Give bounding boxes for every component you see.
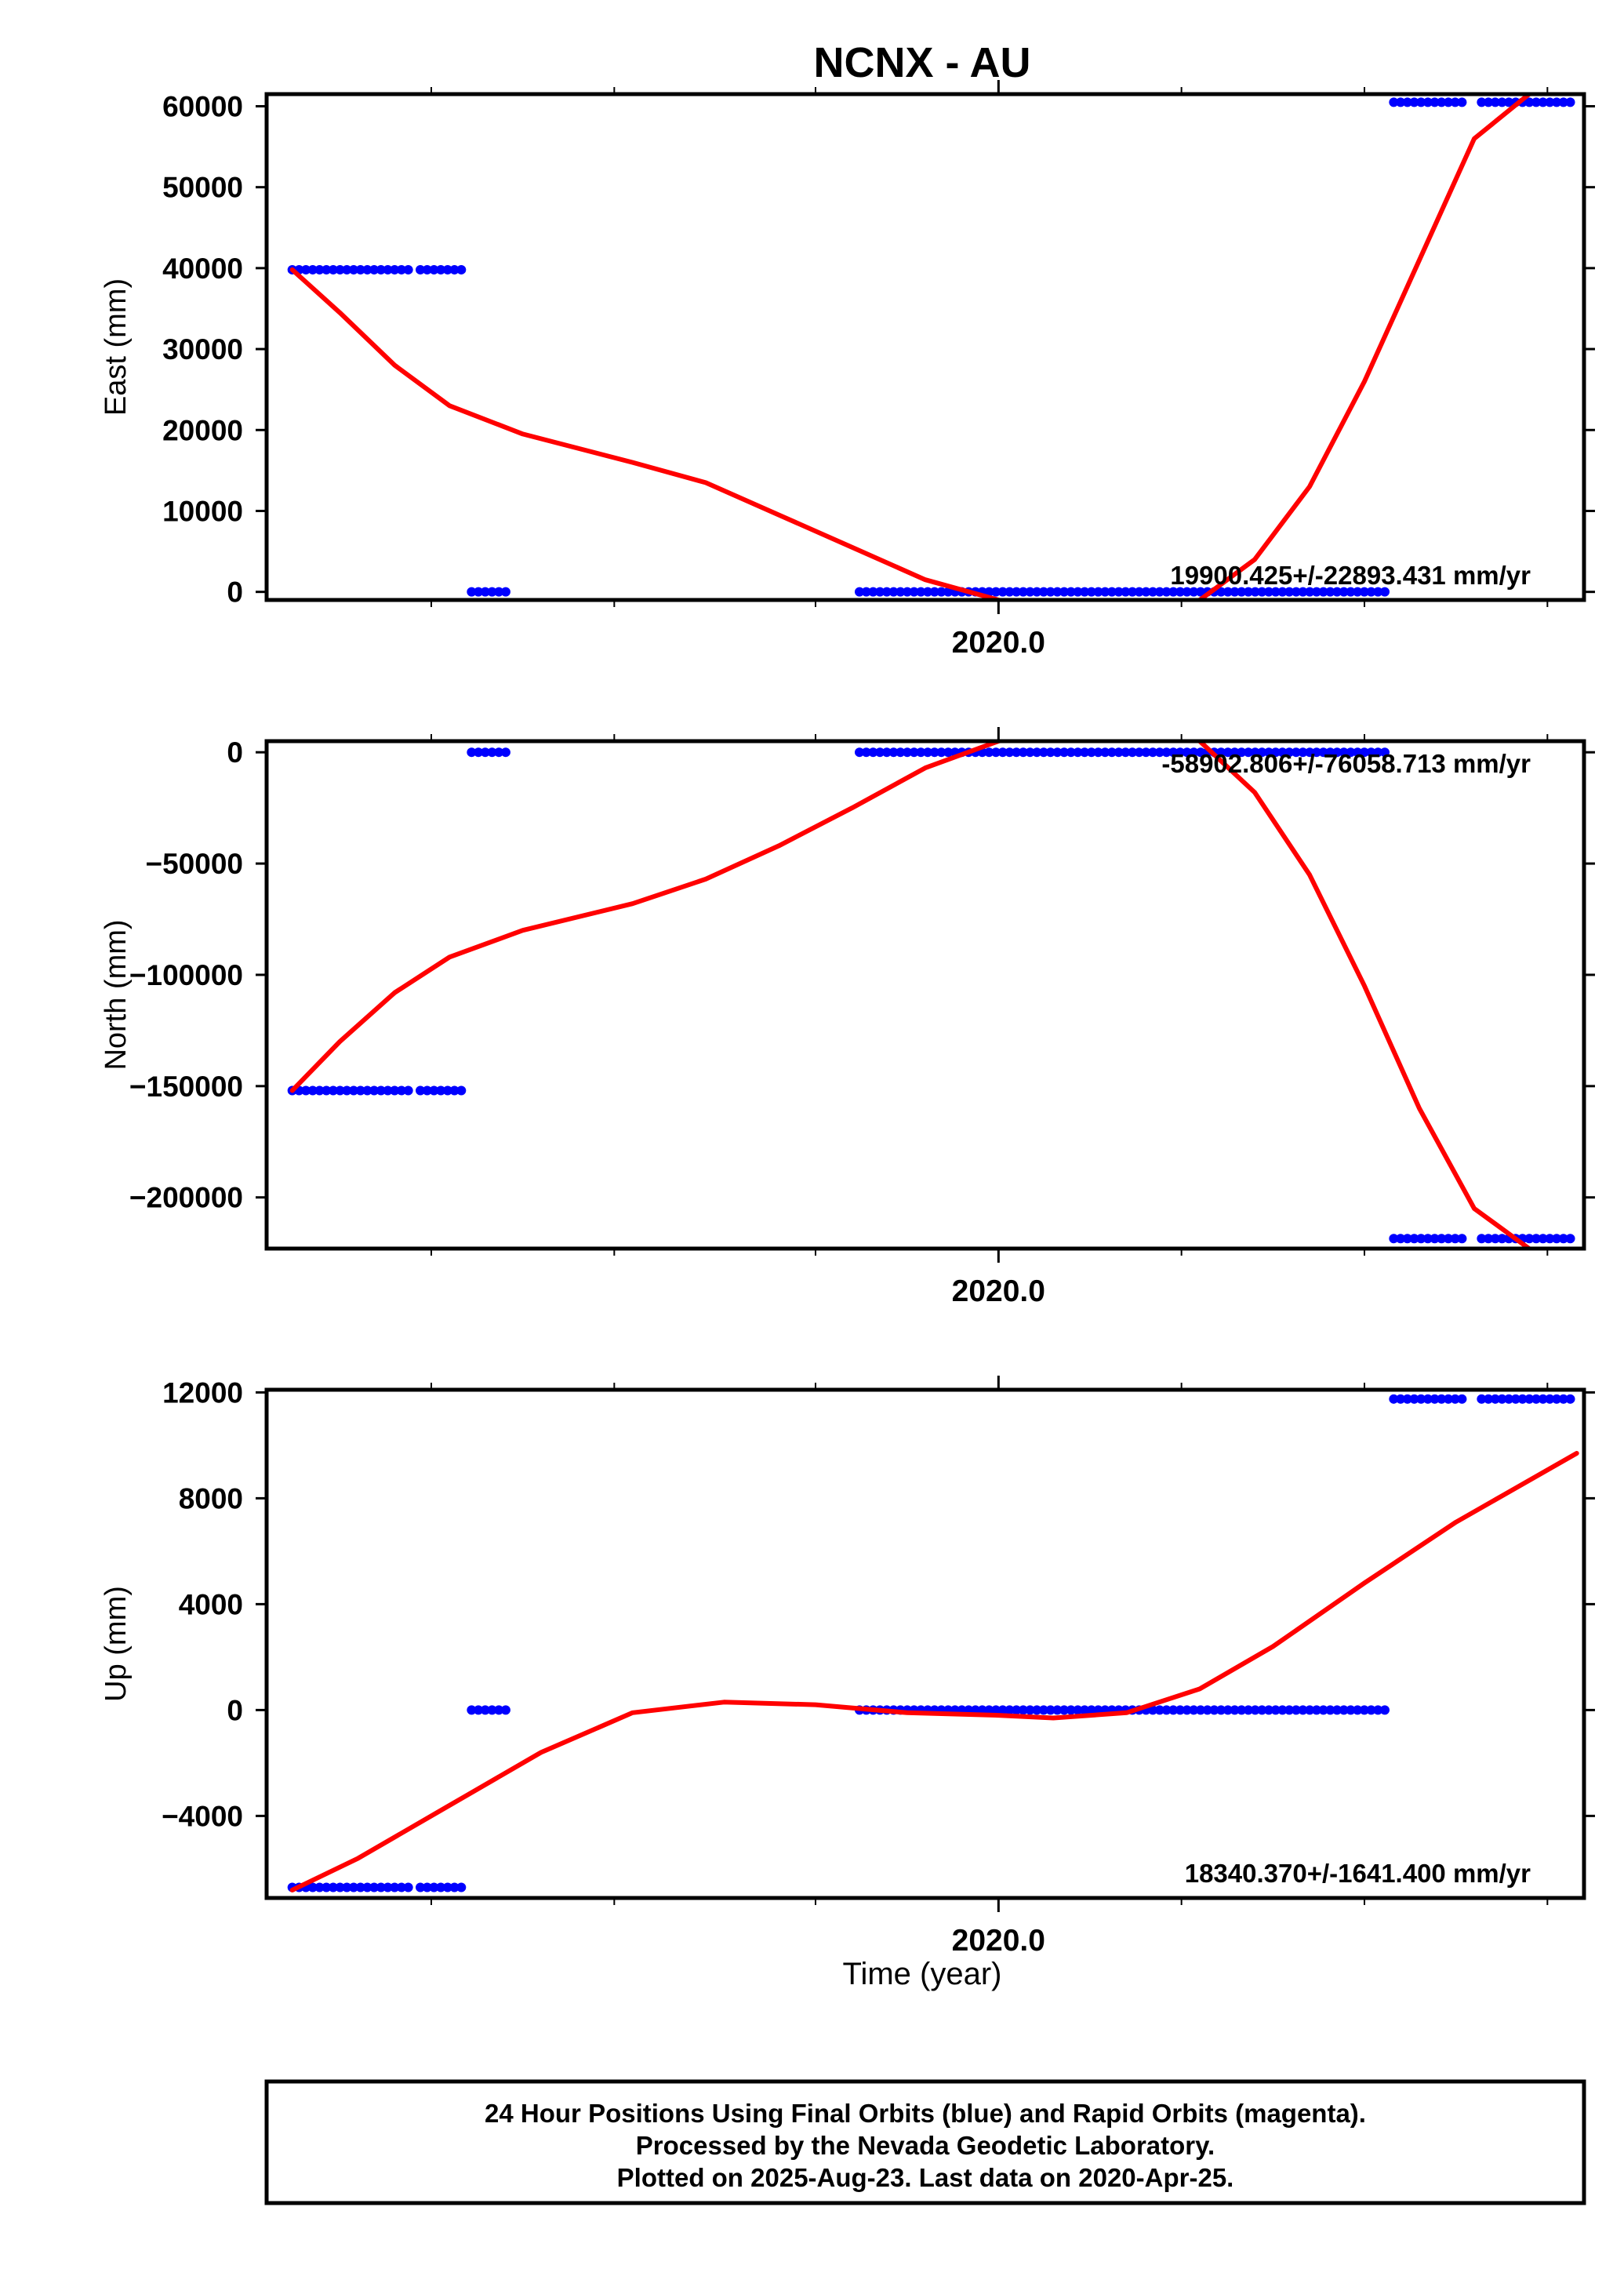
plot-area — [267, 94, 1584, 600]
y-axis-label: East (mm) — [100, 278, 133, 416]
east-panel: 0 10000 20000 30000 40000 50000 60000 2020.0 Eas… — [100, 80, 1595, 660]
model-fit-line — [289, 741, 1531, 1249]
y-tick-label: 10000 — [162, 495, 243, 527]
y-tick-label: 0 — [227, 736, 243, 769]
up-panel: 12000 8000 4000 0 −4000 2020.0 Up (mm) 18340.37… — [100, 1376, 1595, 1958]
plot-area — [267, 1390, 1584, 1898]
y-tick-label: −100000 — [129, 959, 243, 991]
model-fit-line — [289, 1451, 1579, 1892]
x-tick-label: 2020.0 — [952, 626, 1045, 660]
y-tick-label: −50000 — [146, 848, 244, 880]
y-axis-label: Up (mm) — [100, 1586, 133, 1702]
y-tick-label: −150000 — [129, 1071, 243, 1103]
plot-content — [287, 94, 1582, 600]
plot-frame — [264, 92, 1586, 602]
footer-line-1: 24 Hour Positions Using Final Orbits (bl… — [485, 2099, 1366, 2128]
y-tick-label: 20000 — [162, 414, 243, 446]
y-tick-label: 50000 — [162, 172, 243, 204]
plot-frame — [264, 1387, 1586, 1900]
y-axis-label: North (mm) — [100, 919, 133, 1070]
footer-line-3: Plotted on 2025-Aug-23. Last data on 202… — [617, 2163, 1234, 2192]
y-tick-label: −4000 — [162, 1800, 243, 1832]
plot-frame — [264, 739, 1586, 1251]
footer-line-2: Processed by the Nevada Geodetic Laborat… — [636, 2131, 1215, 2160]
footer-frame — [264, 2079, 1586, 2205]
x-tick-label: 2020.0 — [952, 1274, 1045, 1308]
plot-content — [287, 1394, 1582, 1892]
y-tick-label: 60000 — [162, 90, 243, 122]
y-tick-label: 30000 — [162, 333, 243, 365]
velocity-rate-text: 19900.425+/-22893.431 mm/yr — [1170, 561, 1531, 590]
plot-area — [267, 741, 1584, 1249]
x-tick-label: 2020.0 — [952, 1924, 1045, 1958]
y-tick-label: 12000 — [162, 1376, 243, 1409]
y-tick-label: 0 — [227, 576, 243, 609]
y-tick-label: 40000 — [162, 253, 243, 285]
plot-content — [287, 741, 1582, 1249]
x-axis-label: Time (year) — [843, 1957, 1002, 1991]
model-fit-line — [289, 94, 1531, 600]
north-panel: 0 −50000 −100000 −150000 −200000 2020.0 North … — [100, 727, 1595, 1308]
chart-title: NCNX - AU — [814, 39, 1031, 86]
y-tick-label: 0 — [227, 1694, 243, 1726]
y-tick-label: 8000 — [179, 1482, 243, 1514]
y-tick-label: 4000 — [179, 1588, 243, 1620]
velocity-rate-text: -58902.806+/-76058.713 mm/yr — [1161, 749, 1531, 778]
y-tick-label: −200000 — [129, 1182, 243, 1214]
velocity-rate-text: 18340.370+/-1641.400 mm/yr — [1185, 1859, 1531, 1888]
footer-box: 24 Hour Positions Using Final Orbits (bl… — [264, 2079, 1586, 2205]
